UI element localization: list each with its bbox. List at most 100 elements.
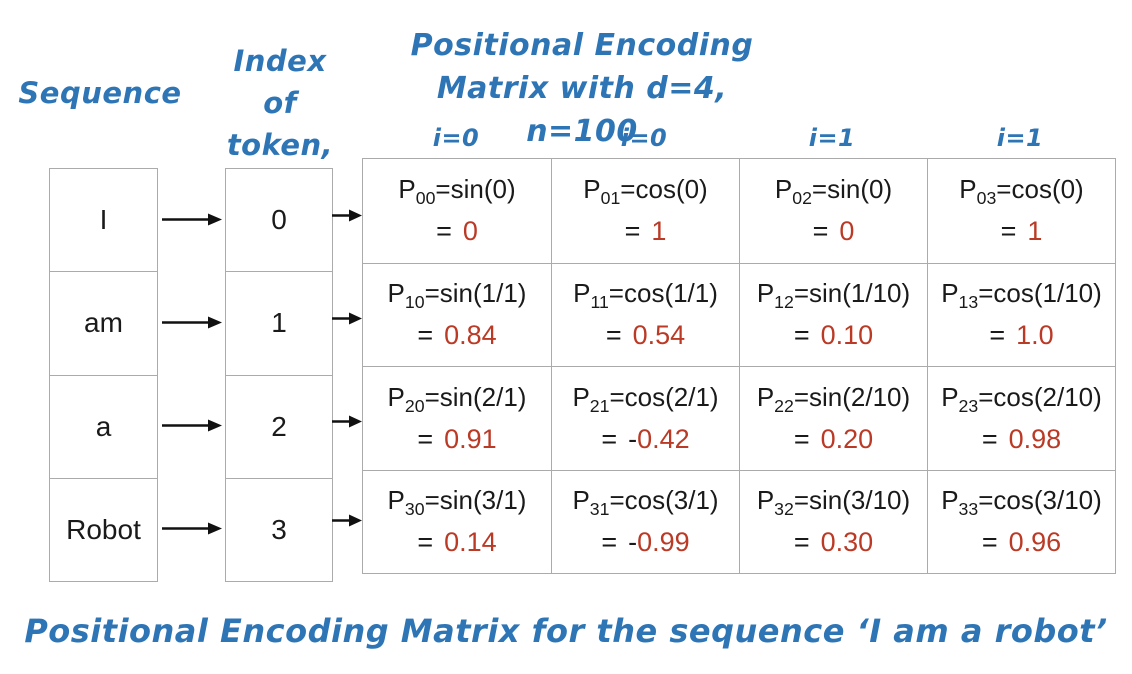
cell-value: 0.84: [444, 320, 497, 351]
minus-sign: -: [628, 423, 638, 454]
arrow-right-icon: [332, 514, 362, 527]
matrix-cell-p10: P10=sin(1/1) = 0.84: [363, 262, 551, 367]
matrix-title: Positional Encoding Matrix with d=4, n=1…: [392, 24, 772, 153]
equals-sign: =: [1000, 216, 1017, 247]
token-index-cell: 2: [226, 374, 332, 478]
cell-formula: P03=cos(0): [959, 174, 1083, 209]
p-subscript: 30: [404, 499, 425, 520]
cell-value-line: = 0.10: [794, 320, 873, 351]
p-subscript: 22: [774, 395, 794, 416]
p-subscript: 31: [589, 499, 610, 520]
minus-sign: -: [628, 527, 638, 558]
cell-value: 0.99: [637, 527, 690, 558]
formula-function: =sin(0): [811, 174, 893, 205]
p-symbol: P: [398, 174, 416, 205]
p-subscript: 23: [958, 395, 979, 416]
cell-formula: P31=cos(3/1): [572, 485, 718, 520]
cell-value: 0.54: [632, 320, 686, 351]
p-symbol: P: [387, 485, 405, 516]
matrix-col-header-0: i=0: [432, 124, 480, 152]
cell-formula: P01=cos(0): [583, 174, 707, 209]
equals-sign: =: [417, 527, 434, 558]
matrix-cell-p00: P00=sin(0) = 0: [363, 159, 551, 263]
cell-formula: P22=sin(2/10): [757, 382, 910, 417]
equals-sign: =: [601, 423, 618, 454]
equals-sign: =: [417, 320, 434, 351]
formula-function: =sin(0): [435, 174, 516, 205]
cell-value: 0: [839, 216, 855, 247]
equals-sign: =: [793, 320, 810, 351]
cell-value-line: = 0.96: [982, 527, 1061, 558]
p-subscript: 01: [600, 188, 621, 209]
sequence-column-header: Sequence: [18, 76, 182, 110]
p-symbol: P: [583, 174, 601, 205]
cell-value-line: = 0.91: [417, 424, 496, 455]
equals-sign: =: [624, 216, 641, 247]
cell-formula: P30=sin(3/1): [388, 485, 527, 520]
formula-function: =sin(3/1): [424, 485, 527, 516]
matrix-cell-p03: P03=cos(0) = 1: [927, 159, 1115, 263]
cell-value: 1: [651, 216, 667, 247]
cell-value-line: = 0.30: [794, 527, 873, 558]
matrix-cell-p23: P23=cos(2/10) = 0.98: [927, 366, 1115, 470]
matrix-cell-p13: P13=cos(1/10) = 1.0: [927, 262, 1115, 366]
token-index-table: 0 1 2 3: [225, 168, 333, 582]
formula-function: =cos(3/1): [609, 485, 719, 516]
p-subscript: 21: [589, 395, 610, 416]
sequence-token-cell: Robot: [50, 477, 157, 581]
cell-formula: P02=sin(0): [775, 174, 892, 209]
arrow-right-icon: [332, 415, 362, 428]
positional-encoding-matrix: P00=sin(0) = 0 P01=cos(0) = 1 P02=sin(0) =…: [362, 158, 1116, 574]
matrix-col-header-3: i=1: [996, 124, 1044, 152]
matrix-cell-p02: P02=sin(0) = 0: [739, 159, 927, 263]
matrix-cell-p30: P30=sin(3/1) = 0.14: [363, 469, 551, 574]
formula-function: =sin(1/10): [793, 278, 911, 309]
formula-function: =cos(0): [996, 174, 1084, 205]
cell-value-line: = 0: [436, 216, 478, 247]
formula-function: =cos(1/1): [608, 278, 718, 309]
cell-value-line: = 1.0: [989, 320, 1053, 351]
p-symbol: P: [774, 174, 793, 205]
equals-sign: =: [605, 320, 622, 351]
cell-value-line: = 0.84: [417, 320, 496, 351]
cell-formula: P10=sin(1/1): [388, 278, 527, 313]
cell-value: 1.0: [1016, 320, 1054, 351]
arrow-right-icon: [332, 312, 362, 325]
cell-value: 0.42: [637, 423, 690, 454]
p-symbol: P: [941, 381, 959, 412]
token-index-cell: 1: [226, 271, 332, 374]
formula-function: =cos(1/10): [978, 278, 1102, 309]
cell-formula: P21=cos(2/1): [572, 382, 718, 417]
p-symbol: P: [572, 485, 590, 516]
p-subscript: 32: [774, 499, 794, 520]
sequence-table: I am a Robot: [49, 168, 158, 582]
equals-sign: =: [989, 320, 1006, 351]
p-subscript: 20: [404, 395, 425, 416]
cell-value-line: = -0.42: [601, 424, 689, 455]
arrow-right-icon: [162, 522, 222, 535]
equals-sign: =: [601, 527, 618, 558]
p-symbol: P: [387, 278, 405, 309]
cell-formula: P00=sin(0): [398, 174, 515, 209]
cell-formula: P33=cos(3/10): [941, 485, 1102, 520]
arrow-right-icon: [162, 419, 222, 432]
equals-sign: =: [417, 423, 434, 454]
cell-value: 0.14: [444, 527, 497, 558]
formula-function: =sin(2/1): [424, 381, 527, 412]
sequence-token-cell: I: [99, 204, 108, 236]
p-subscript: 10: [404, 292, 425, 313]
matrix-col-header-2: i=1: [808, 124, 856, 152]
bottom-caption: Positional Encoding Matrix for the seque…: [24, 612, 1108, 650]
formula-function: =cos(2/1): [609, 381, 719, 412]
cell-formula: P23=cos(2/10): [941, 382, 1102, 417]
equals-sign: =: [436, 216, 452, 247]
cell-value-line: = 1: [1001, 216, 1043, 247]
arrow-right-icon: [162, 213, 222, 226]
p-symbol: P: [959, 174, 977, 205]
matrix-title-line2: Matrix with d=4, n=100: [436, 71, 728, 149]
equals-sign: =: [981, 527, 998, 558]
p-symbol: P: [387, 381, 405, 412]
matrix-col-header-1: i=0: [620, 124, 668, 152]
cell-value-line: = 1: [625, 216, 667, 247]
